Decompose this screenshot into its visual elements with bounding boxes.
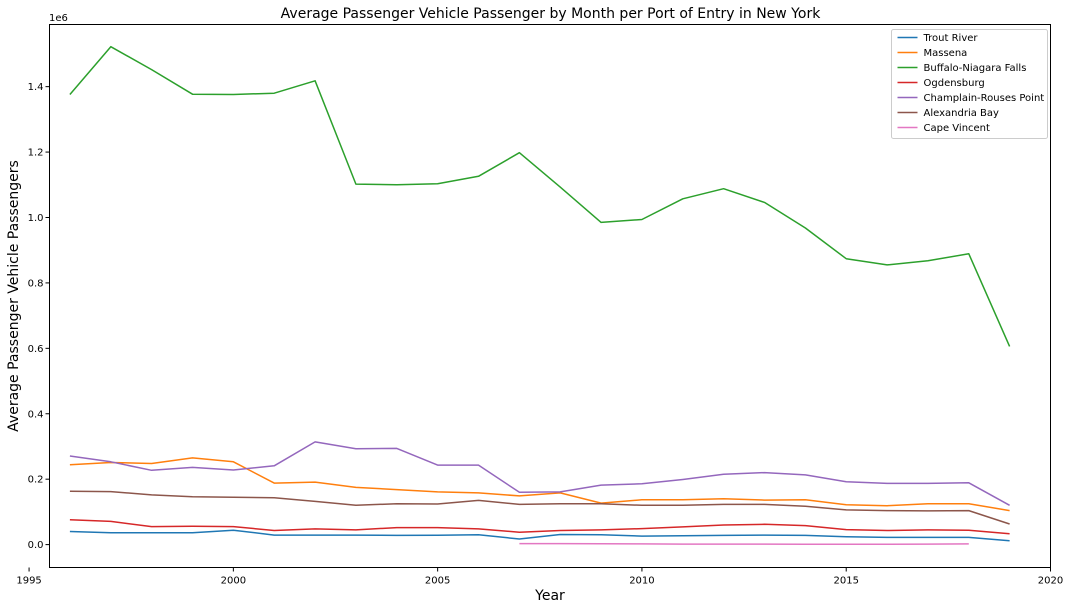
x-tick-label: 2000 [221, 576, 246, 587]
y-tick-label: 1.0 [28, 213, 44, 224]
y-tick-label: 1.2 [28, 148, 44, 159]
legend-label-cape-vincent: Cape Vincent [924, 123, 991, 134]
chart-title: Average Passenger Vehicle Passenger by M… [281, 6, 822, 22]
series-line-alexandria-bay [69, 490, 1010, 525]
axis-ticks: 1995 2000 2005 2010 2015 2020 0.0 0.2 0.4 0.6 0.8 1… [16, 82, 1063, 586]
legend-label-alexandria-bay: Alexandria Bay [924, 108, 1000, 119]
x-tick-label: 2010 [629, 576, 654, 587]
y-tick-label: 0.8 [28, 278, 44, 289]
series-line-buffalo-niagara-falls [69, 45, 1011, 347]
y-tick-label: 0.2 [28, 475, 44, 486]
x-tick-label: 2020 [1038, 576, 1063, 587]
y-scale-label: 1e6 [49, 13, 68, 24]
plot-area [69, 45, 1011, 546]
x-tick-label: 2015 [833, 576, 858, 587]
legend-label-ogdensburg: Ogdensburg [924, 78, 985, 89]
legend-label-trout-river: Trout River [923, 33, 979, 44]
y-tick-label: 1.4 [28, 82, 44, 93]
legend-label-champlain-rouses-point: Champlain-Rouses Point [924, 93, 1045, 104]
legend-label-massena: Massena [924, 48, 968, 59]
legend-label-buffalo-niagara-falls: Buffalo-Niagara Falls [924, 63, 1027, 74]
x-axis-title: Year [534, 588, 565, 604]
series-line-cape-vincent [519, 542, 969, 546]
series-line-ogdensburg [69, 518, 1010, 535]
y-axis-title: Average Passenger Vehicle Passengers [6, 160, 22, 432]
series-line-massena [69, 457, 1010, 512]
y-tick-label: 0.6 [28, 344, 44, 355]
y-tick-label: 0.0 [28, 540, 44, 551]
series-line-champlain-rouses-point [69, 441, 1010, 506]
x-tick-label: 1995 [16, 576, 41, 587]
series-line-trout-river [69, 529, 1010, 542]
legend-frame [891, 29, 1048, 139]
axes-frame [49, 24, 1051, 568]
legend: Trout River Massena Buffalo-Niagara Falls O… [891, 29, 1048, 139]
y-tick-label: 0.4 [28, 409, 44, 420]
x-tick-label: 2005 [425, 576, 450, 587]
